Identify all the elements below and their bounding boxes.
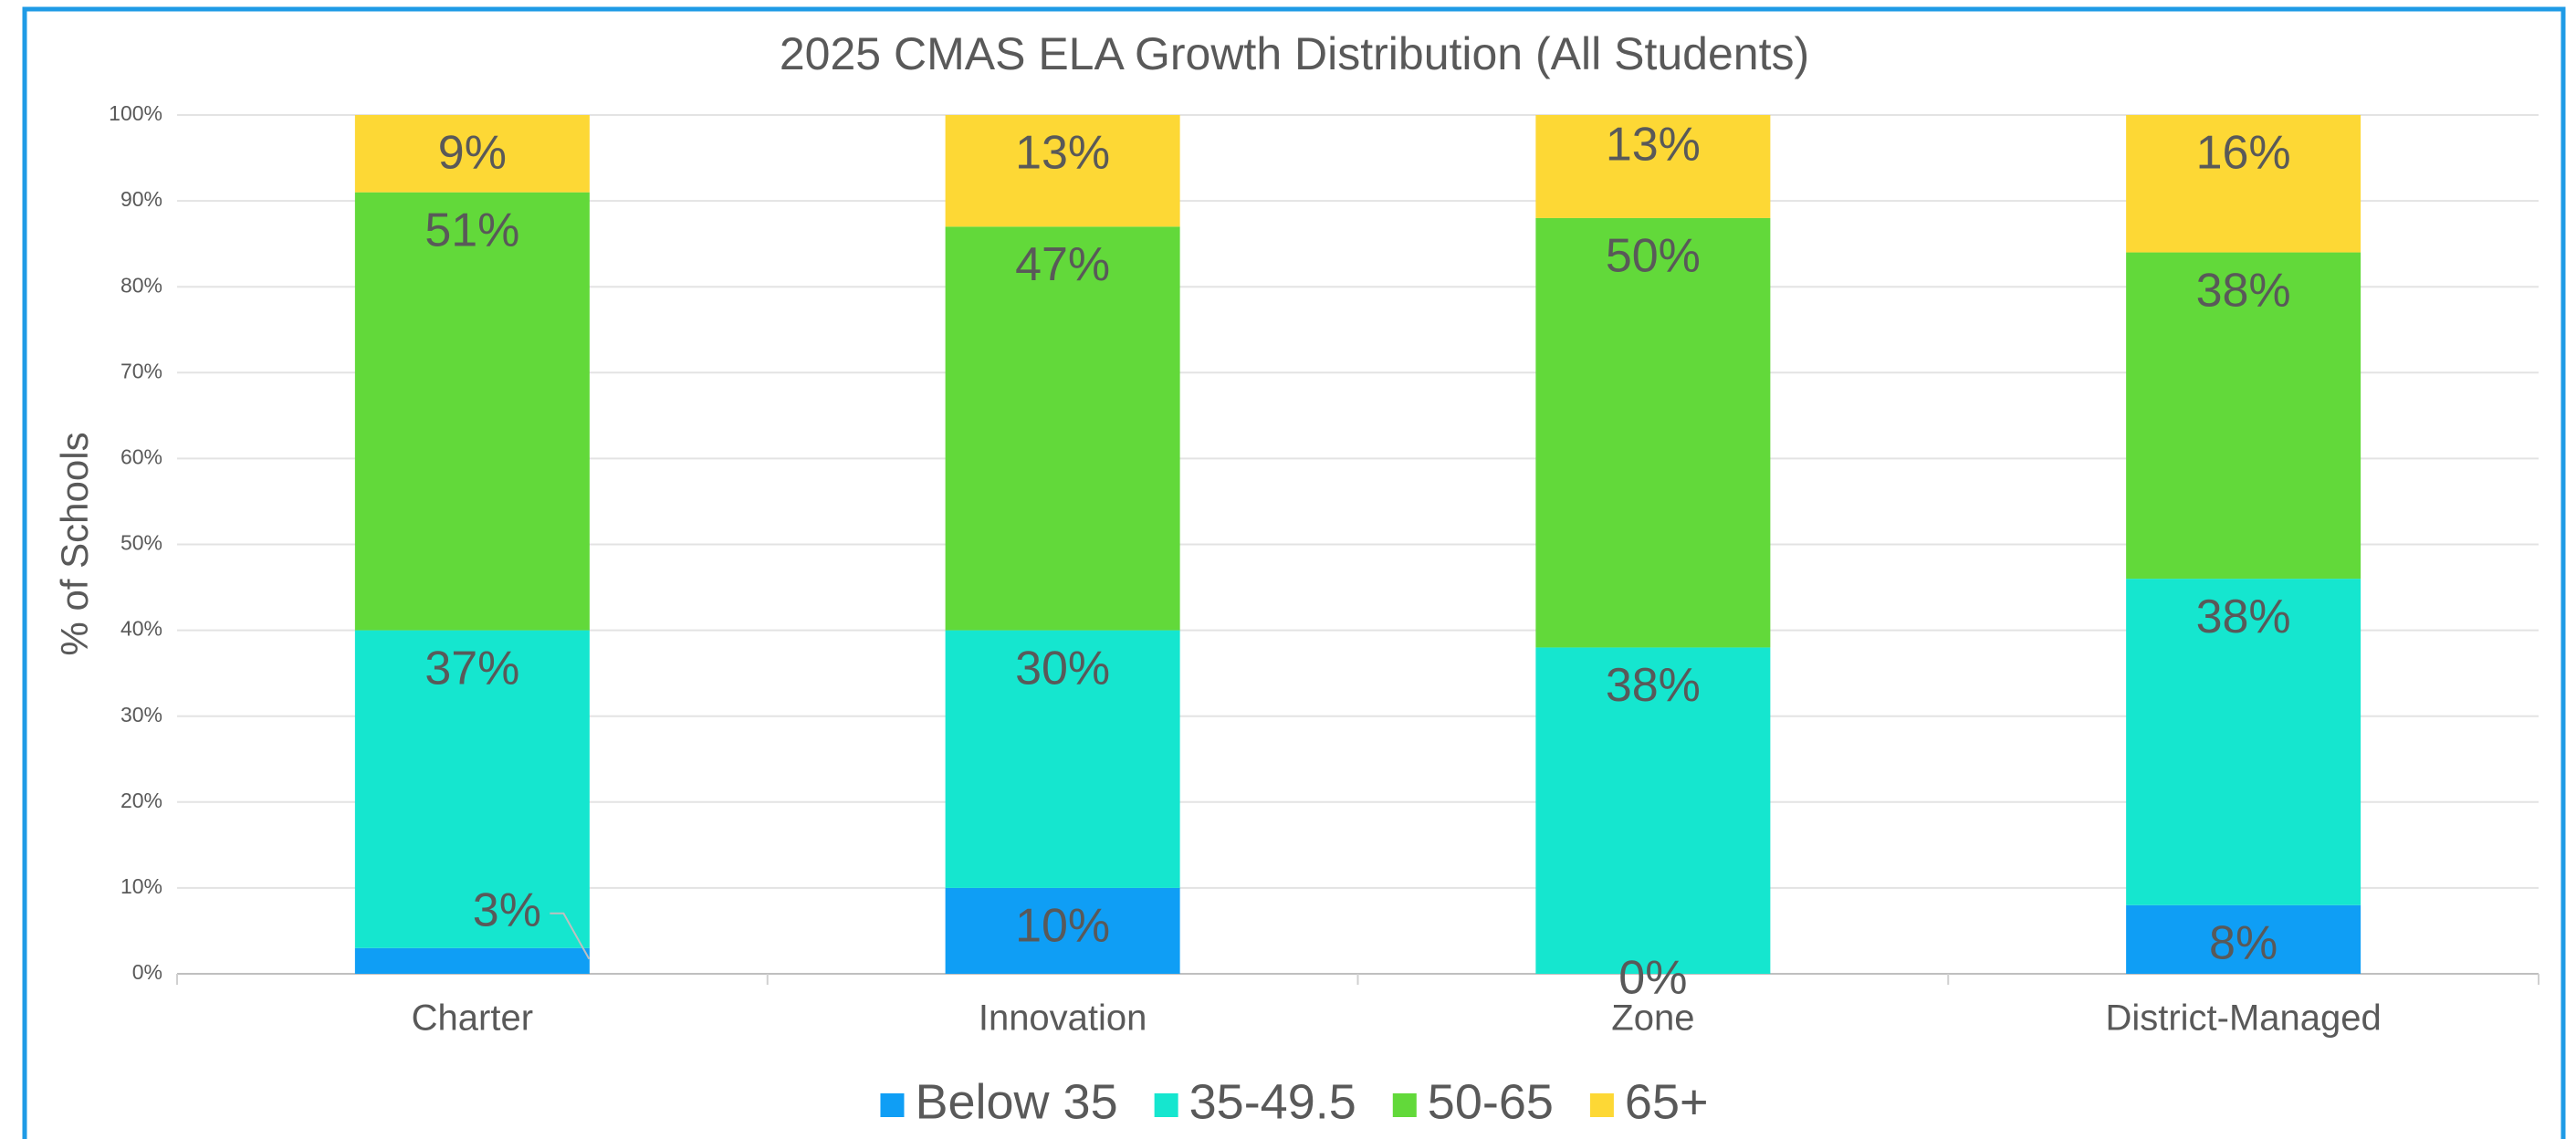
x-tick-label: District-Managed — [2105, 998, 2381, 1039]
bar-segment — [2126, 579, 2361, 905]
data-label: 3% — [473, 884, 541, 937]
legend-label: 65+ — [1625, 1074, 1709, 1129]
data-label: 0% — [1618, 952, 1687, 1005]
y-tick-label: 0% — [132, 960, 162, 984]
x-tick-label: Zone — [1611, 998, 1694, 1039]
chart-title: 2025 CMAS ELA Growth Distribution (All S… — [780, 28, 1809, 79]
y-tick-label: 50% — [120, 531, 162, 555]
y-tick-label: 20% — [120, 789, 162, 812]
bars — [354, 115, 2361, 974]
legend-label: Below 35 — [915, 1074, 1117, 1129]
data-label: 9% — [438, 127, 507, 180]
data-label: 50% — [1606, 230, 1701, 283]
data-label: 38% — [2196, 264, 2291, 317]
bar-segment — [1535, 217, 1771, 648]
y-tick-label: 80% — [120, 273, 162, 297]
bar-segment — [945, 115, 1180, 227]
bar-segment — [945, 226, 1180, 631]
chart-border — [22, 6, 2566, 1139]
bar-segment — [354, 947, 590, 974]
data-label: 47% — [1015, 238, 1110, 291]
legend-label: 35-49.5 — [1189, 1074, 1356, 1129]
data-label: 38% — [1606, 659, 1701, 712]
data-label: 30% — [1015, 642, 1110, 695]
legend-marker — [880, 1093, 905, 1117]
bar-segment — [1535, 115, 1771, 218]
legend: Below 35 35-49.5 50-65 65+ — [880, 1074, 1709, 1129]
y-tick-label: 10% — [120, 874, 162, 898]
data-label: 16% — [2196, 127, 2291, 180]
bar-segment — [354, 115, 590, 193]
data-label: 13% — [1606, 118, 1701, 171]
legend-label: 50-65 — [1428, 1074, 1554, 1129]
bar-segment — [2126, 115, 2361, 253]
bar-segment — [2126, 252, 2361, 580]
y-tick-label: 90% — [120, 187, 162, 211]
y-tick-label: 60% — [120, 444, 162, 468]
y-tick-label: 40% — [120, 617, 162, 641]
data-label: 51% — [424, 204, 519, 256]
y-axis-title: % of Schools — [53, 432, 96, 655]
data-label: 37% — [424, 642, 519, 695]
data-label: 8% — [2209, 916, 2278, 969]
bar-segment — [1535, 647, 1771, 974]
y-tick-label: 100% — [109, 101, 162, 125]
legend-marker — [1589, 1093, 1614, 1117]
legend-marker — [1154, 1093, 1178, 1117]
leader-line — [550, 912, 591, 960]
data-label: 38% — [2196, 590, 2291, 643]
bar-segment — [945, 887, 1180, 974]
data-label: 13% — [1015, 127, 1110, 180]
x-tick-label: Innovation — [979, 998, 1147, 1039]
labels: Charter 3% 37% 51% 9% Innovation 10% 30% 47% 13% Z… — [412, 118, 2382, 1038]
bar-segment — [2126, 904, 2361, 974]
legend-marker — [1392, 1093, 1417, 1117]
bar-segment — [354, 192, 590, 631]
y-tick-label: 30% — [120, 703, 162, 726]
data-label: 10% — [1015, 900, 1110, 953]
x-tick-label: Charter — [412, 998, 533, 1039]
bar-segment — [945, 630, 1180, 888]
bar-segment — [354, 630, 590, 948]
y-tick-label: 70% — [120, 359, 162, 382]
